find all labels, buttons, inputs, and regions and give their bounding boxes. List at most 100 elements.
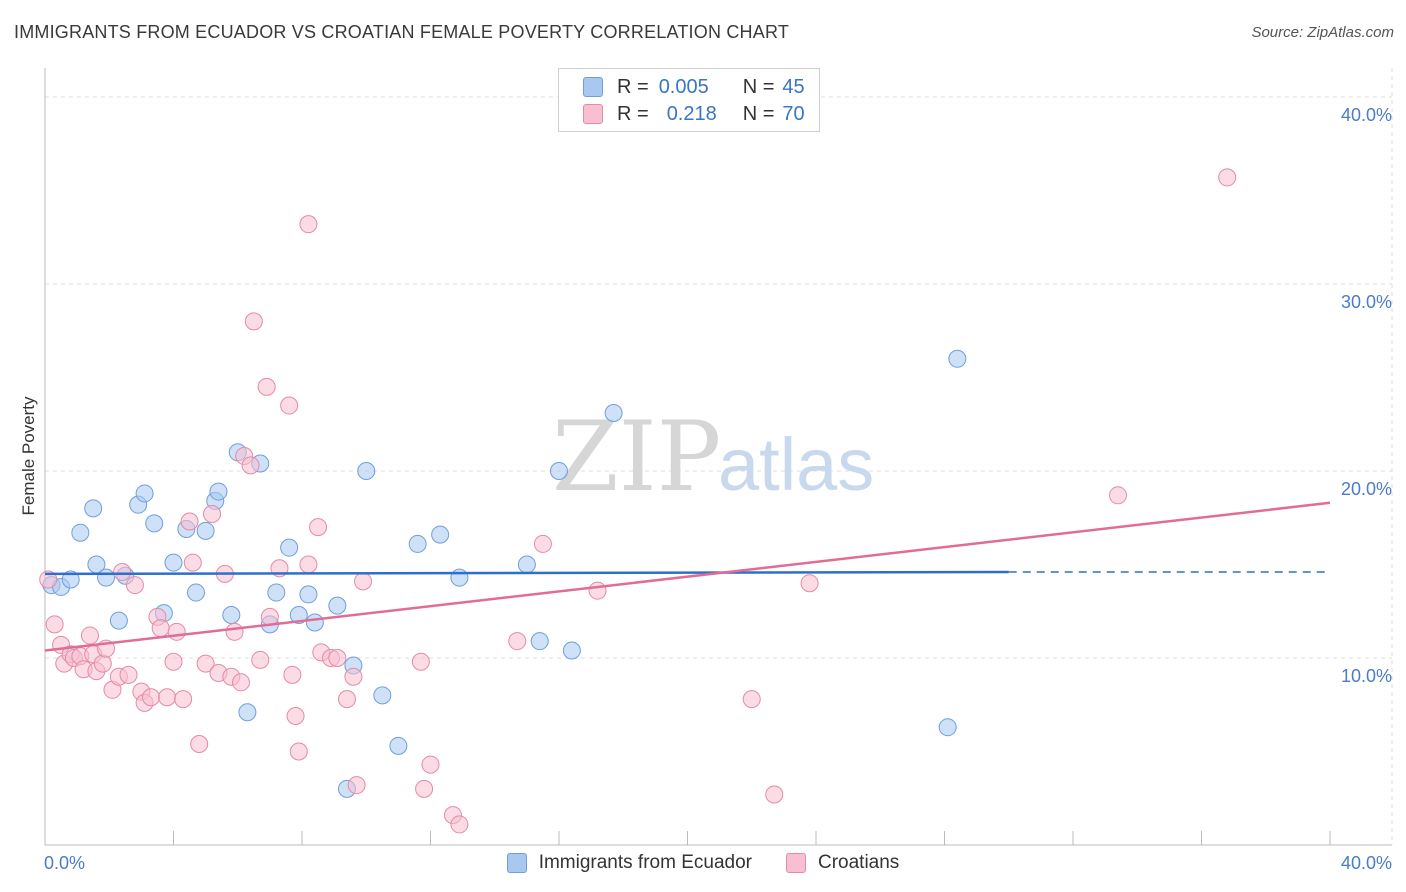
- point-croatians: [142, 688, 161, 707]
- point-ecuador: [164, 553, 183, 572]
- point-croatians: [328, 649, 347, 667]
- point-croatians: [113, 562, 132, 581]
- legend-n-label: N =: [742, 75, 775, 98]
- y-tick-label: 10.0%: [1341, 666, 1392, 686]
- point-ecuador: [948, 349, 967, 368]
- point-ecuador: [97, 568, 116, 587]
- legend-r-label: R =: [617, 75, 649, 98]
- point-croatians: [183, 553, 202, 572]
- point-croatians: [800, 574, 819, 593]
- y-tick-label: 40.0%: [1341, 105, 1392, 125]
- point-croatians: [283, 665, 302, 684]
- x-tick-label: 40.0%: [1341, 853, 1392, 873]
- point-ecuador: [238, 703, 257, 722]
- point-croatians: [251, 650, 270, 669]
- point-ecuador: [109, 611, 128, 630]
- point-croatians: [180, 512, 199, 531]
- legend-item-croatians[interactable]: Croatians: [785, 852, 899, 874]
- trend-lines: [44, 501, 1331, 652]
- point-ecuador: [84, 499, 103, 518]
- y-tick-label: 30.0%: [1341, 292, 1392, 312]
- axes: [44, 68, 1392, 846]
- legend-swatch-croatians: [583, 104, 603, 124]
- point-croatians: [80, 626, 99, 645]
- point-croatians: [45, 615, 64, 634]
- point-croatians: [286, 706, 305, 725]
- point-croatians: [508, 632, 527, 651]
- chart-title: IMMIGRANTS FROM ECUADOR VS CROATIAN FEMA…: [14, 22, 790, 42]
- point-croatians: [203, 505, 222, 524]
- point-croatians: [190, 735, 209, 754]
- point-croatians: [289, 742, 308, 761]
- point-croatians: [164, 652, 183, 671]
- legend-swatch-ecuador: [506, 853, 527, 873]
- point-croatians: [244, 312, 263, 331]
- point-ecuador: [389, 736, 408, 755]
- point-ecuador: [305, 613, 324, 632]
- point-ecuador: [267, 583, 286, 602]
- legend-n-value: 45: [782, 75, 805, 98]
- point-croatians: [174, 690, 193, 709]
- legend-label-ecuador: Immigrants from Ecuador: [538, 852, 752, 873]
- point-croatians: [765, 785, 784, 804]
- point-croatians: [167, 622, 186, 641]
- point-croatians: [231, 673, 250, 692]
- point-croatians: [1218, 168, 1237, 187]
- point-croatians: [196, 654, 215, 673]
- data-points: [39, 168, 1237, 834]
- point-ecuador: [408, 534, 427, 553]
- point-ecuador: [222, 605, 241, 624]
- point-ecuador: [280, 538, 299, 557]
- point-croatians: [257, 377, 276, 396]
- source-credit: Source: ZipAtlas.com: [1251, 24, 1394, 41]
- point-croatians: [1108, 486, 1127, 505]
- point-ecuador: [145, 514, 164, 533]
- point-croatians: [347, 776, 366, 795]
- point-ecuador: [938, 718, 957, 737]
- point-croatians: [344, 667, 363, 686]
- legend-row-croatians: R = 0.218 N = 70: [583, 101, 805, 127]
- point-croatians: [119, 665, 138, 684]
- stats-legend: R = 0.005 N = 45 R = 0.218 N = 70: [558, 68, 820, 132]
- point-ecuador: [604, 404, 623, 423]
- legend-r-value: 0.005: [658, 75, 709, 98]
- point-ecuador: [61, 570, 80, 589]
- point-ecuador: [517, 555, 536, 574]
- legend-swatch-croatians: [785, 853, 806, 873]
- point-croatians: [151, 619, 170, 638]
- point-ecuador: [530, 632, 549, 651]
- point-croatians: [309, 518, 328, 537]
- point-croatians: [225, 622, 244, 641]
- legend-swatch-ecuador: [583, 77, 603, 97]
- y-tick-label: 20.0%: [1341, 479, 1392, 499]
- legend-row-ecuador: R = 0.005 N = 45: [583, 74, 805, 100]
- watermark-atlas: atlas: [718, 423, 874, 506]
- trend-line-croatians: [44, 501, 1331, 652]
- point-croatians: [415, 779, 434, 798]
- legend-r-label: R =: [617, 102, 649, 125]
- point-croatians: [280, 396, 299, 415]
- point-ecuador: [562, 641, 581, 660]
- x-tick-label: 0.0%: [44, 853, 85, 873]
- point-croatians: [411, 652, 430, 671]
- point-croatians: [299, 215, 318, 234]
- point-ecuador: [299, 585, 318, 604]
- trend-line-ecuador: [44, 570, 1009, 576]
- point-croatians: [241, 456, 260, 475]
- point-ecuador: [550, 462, 568, 480]
- point-ecuador: [289, 605, 308, 624]
- point-croatians: [588, 581, 607, 600]
- point-croatians: [533, 534, 552, 553]
- point-croatians: [337, 690, 356, 709]
- point-ecuador: [328, 596, 347, 615]
- legend-item-ecuador[interactable]: Immigrants from Ecuador: [506, 852, 752, 874]
- grid-lines: [45, 68, 1393, 845]
- point-ecuador: [357, 462, 376, 480]
- point-croatians: [39, 570, 58, 589]
- watermark-zip: ZIP: [552, 401, 721, 513]
- point-ecuador: [71, 523, 90, 542]
- point-ecuador: [373, 686, 392, 705]
- point-ecuador: [450, 568, 469, 587]
- point-ecuador: [135, 484, 154, 503]
